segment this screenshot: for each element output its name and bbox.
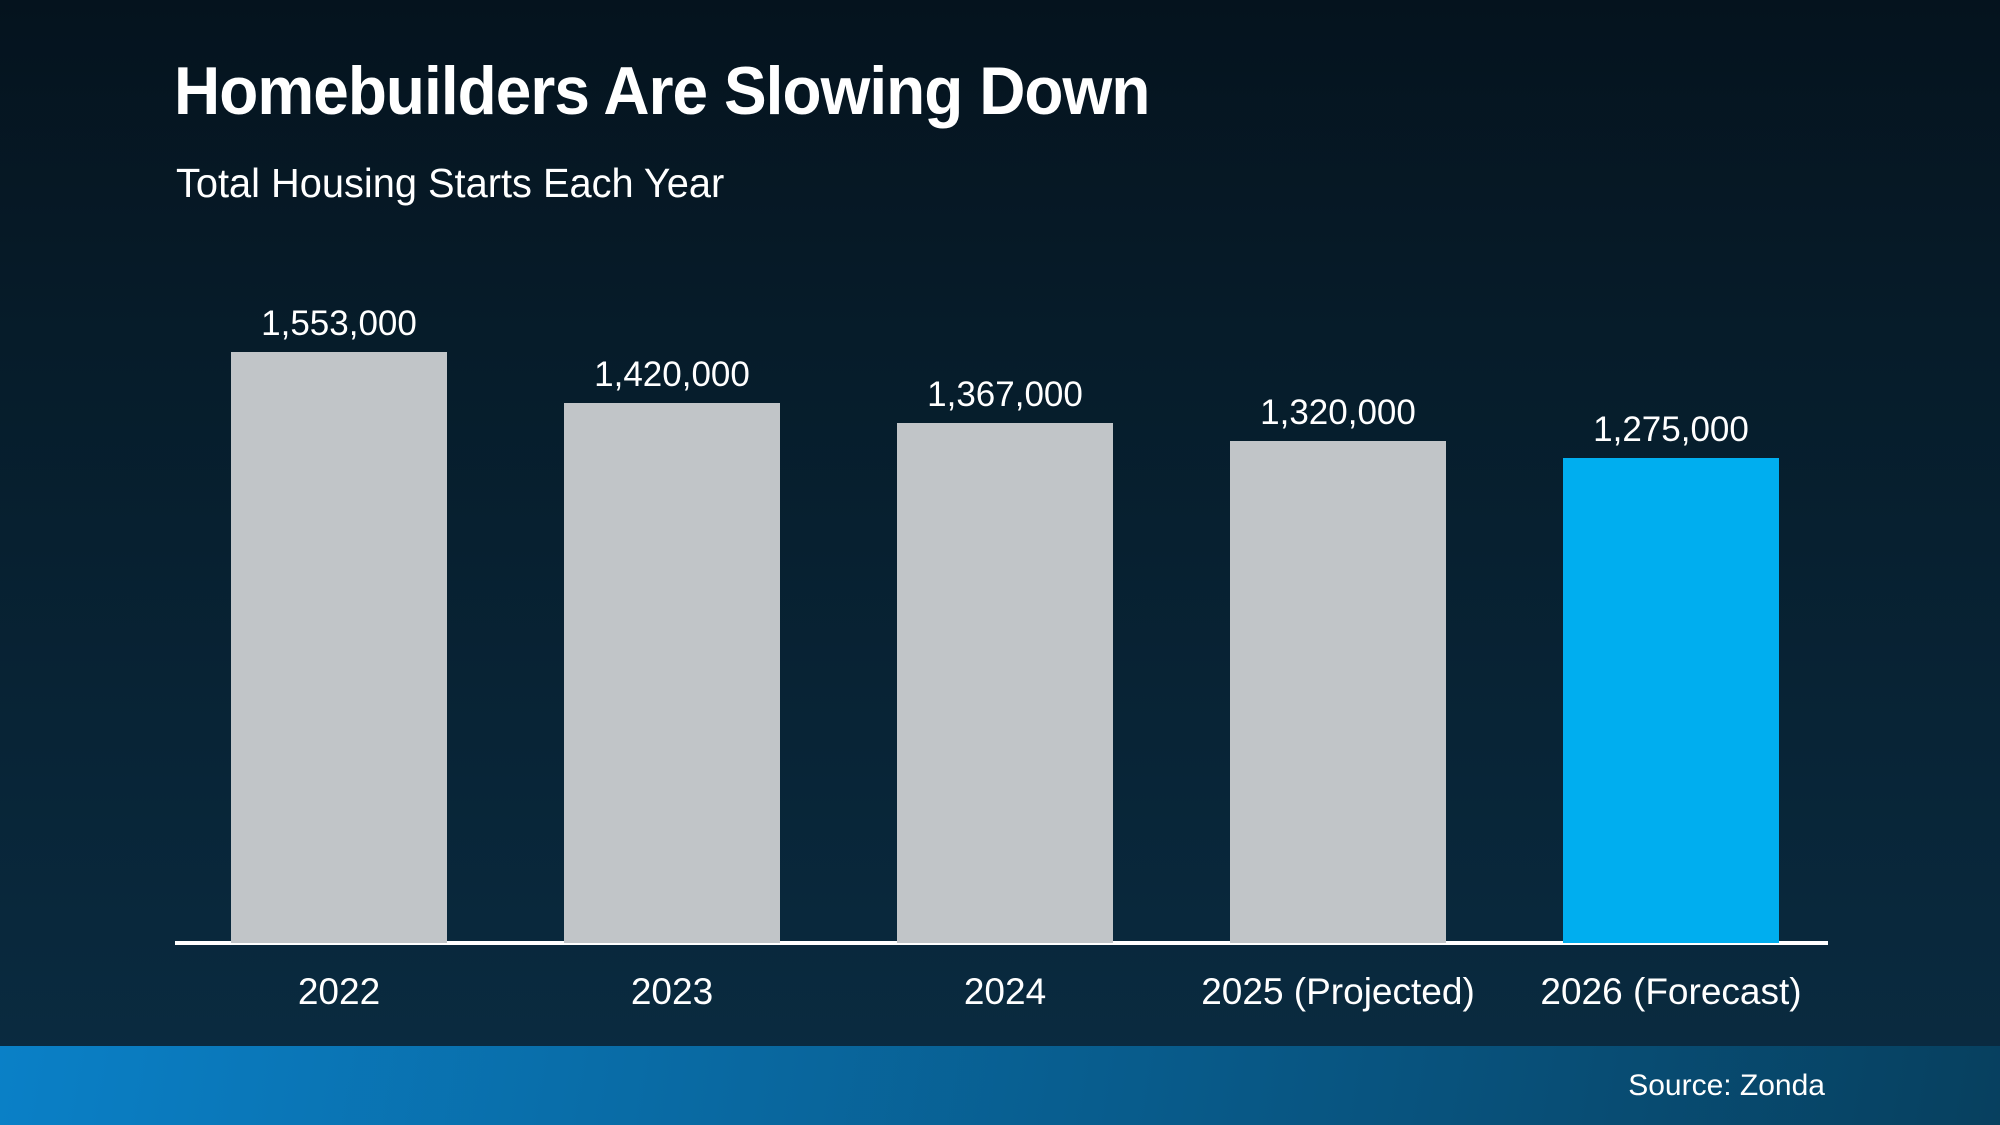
x-tick-label: 2025 (Projected) bbox=[1201, 971, 1475, 1012]
x-tick-label: 2023 bbox=[630, 971, 714, 1012]
x-tick-label: 2024 bbox=[963, 971, 1047, 1012]
x-tick-label: 2022 bbox=[297, 971, 381, 1012]
bar-value-label: 1,367,000 bbox=[927, 375, 1083, 414]
bar-2023 bbox=[564, 403, 780, 943]
bar-2026 bbox=[1563, 458, 1779, 943]
source-label: Source: Zonda bbox=[1628, 1069, 1825, 1102]
page-title: Homebuilders Are Slowing Down bbox=[174, 53, 1150, 129]
bar-value-label: 1,553,000 bbox=[261, 304, 417, 343]
page-subtitle: Total Housing Starts Each Year bbox=[176, 160, 725, 206]
bar-2024 bbox=[897, 423, 1113, 943]
x-tick-label: 2026 (Forecast) bbox=[1540, 971, 1802, 1012]
bar-value-label: 1,420,000 bbox=[594, 355, 750, 394]
footer-band: Source: Zonda bbox=[0, 1046, 2000, 1125]
bar-2025 bbox=[1230, 441, 1446, 943]
bar-2022 bbox=[231, 352, 447, 943]
bar-value-label: 1,320,000 bbox=[1260, 393, 1416, 432]
x-axis-line bbox=[175, 941, 1828, 945]
bar-value-label: 1,275,000 bbox=[1593, 410, 1749, 449]
